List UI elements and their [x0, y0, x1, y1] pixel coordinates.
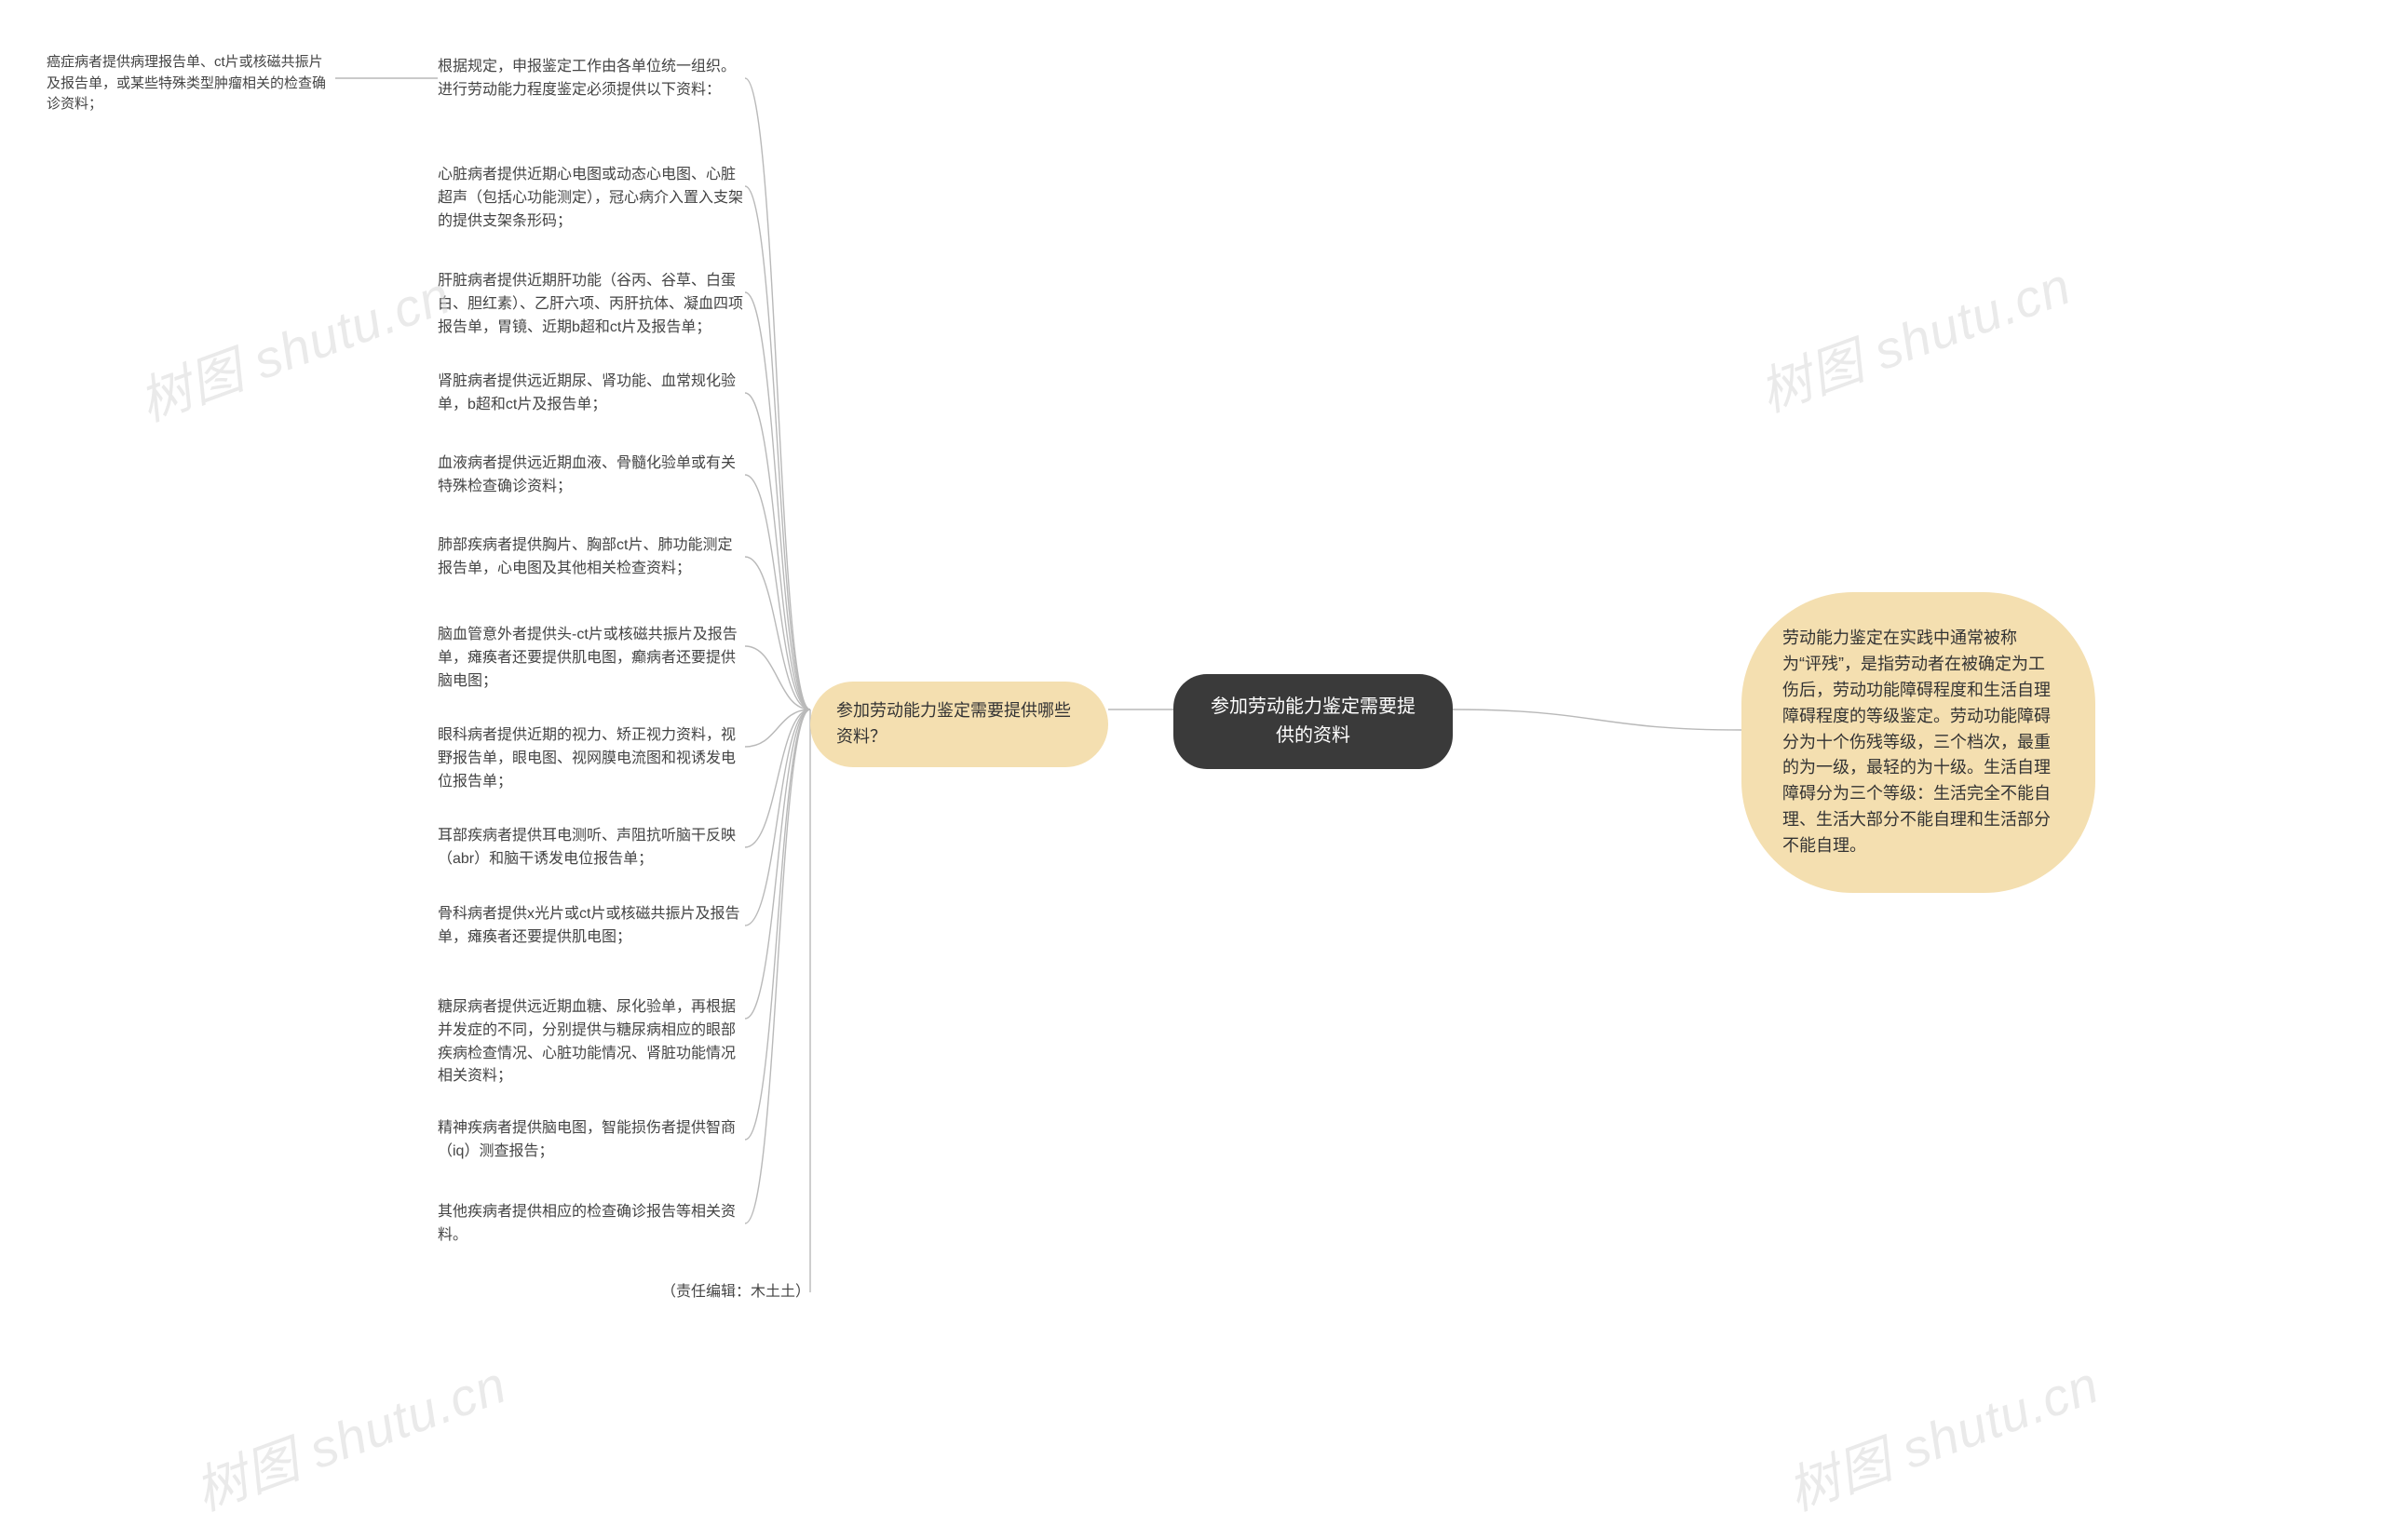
leaf-node: 心脏病者提供近期心电图或动态心电图、心脏超声（包括心功能测定），冠心病介入置入支…	[438, 164, 745, 233]
mindmap-canvas: 参加劳动能力鉴定需要提供的资料 劳动能力鉴定在实践中通常被称为“评残”，是指劳动…	[0, 0, 2384, 1540]
watermark-text: 树图 shutu.cn	[183, 1344, 516, 1526]
leaf-node: （责任编辑：木土土）	[531, 1281, 810, 1304]
sub-leaf-node: 癌症病者提供病理报告单、ct片或核磁共振片及报告单，或某些特殊类型肿瘤相关的检查…	[47, 52, 335, 115]
leaf-node: 根据规定，申报鉴定工作由各单位统一组织。进行劳动能力程度鉴定必须提供以下资料：	[438, 56, 745, 102]
root-node: 参加劳动能力鉴定需要提供的资料	[1173, 674, 1453, 769]
watermark-text: 树图 shutu.cn	[1776, 1344, 2108, 1526]
leaf-node: 糖尿病者提供远近期血糖、尿化验单，再根据并发症的不同，分别提供与糖尿病相应的眼部…	[438, 996, 745, 1088]
watermark-text: 树图 shutu.cn	[128, 254, 460, 437]
left-branch-node: 参加劳动能力鉴定需要提供哪些资料？	[810, 682, 1108, 767]
leaf-node: 肝脏病者提供近期肝功能（谷丙、谷草、白蛋白、胆红素）、乙肝六项、丙肝抗体、凝血四…	[438, 270, 745, 339]
leaf-node: 眼科病者提供近期的视力、矫正视力资料，视野报告单，眼电图、视网膜电流图和视诱发电…	[438, 724, 745, 793]
right-branch-node: 劳动能力鉴定在实践中通常被称为“评残”，是指劳动者在被确定为工伤后，劳动功能障碍…	[1741, 592, 2095, 893]
leaf-node: 耳部疾病者提供耳电测听、声阻抗听脑干反映（abr）和脑干诱发电位报告单；	[438, 825, 745, 871]
leaf-node: 脑血管意外者提供头-ct片或核磁共振片及报告单，瘫痪者还要提供肌电图，癫病者还要…	[438, 624, 745, 693]
leaf-node: 骨科病者提供x光片或ct片或核磁共振片及报告单，瘫痪者还要提供肌电图；	[438, 903, 745, 950]
leaf-node: 精神疾病者提供脑电图，智能损伤者提供智商（iq）测查报告；	[438, 1117, 745, 1164]
leaf-node: 肺部疾病者提供胸片、胸部ct片、肺功能测定报告单，心电图及其他相关检查资料；	[438, 534, 745, 581]
watermark-text: 树图 shutu.cn	[1748, 245, 2080, 427]
leaf-node: 血液病者提供远近期血液、骨髓化验单或有关特殊检查确诊资料；	[438, 453, 745, 499]
leaf-node: 肾脏病者提供远近期尿、肾功能、血常规化验单，b超和ct片及报告单；	[438, 371, 745, 417]
leaf-node: 其他疾病者提供相应的检查确诊报告等相关资料。	[438, 1201, 745, 1248]
